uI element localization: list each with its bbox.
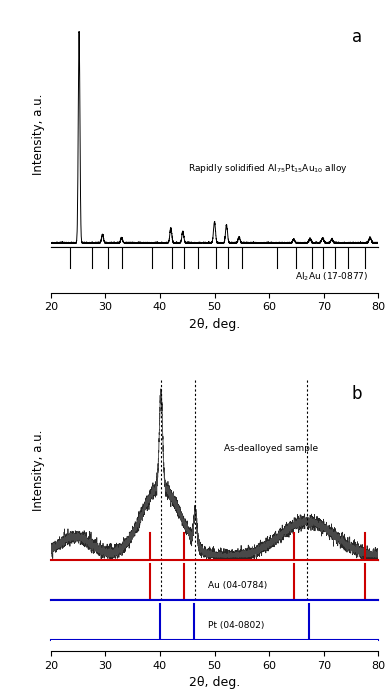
Text: As-dealloyed sample: As-dealloyed sample [224, 444, 319, 453]
Text: a: a [352, 28, 362, 46]
Y-axis label: Intensity, a.u.: Intensity, a.u. [32, 429, 45, 511]
Text: Al$_{2}$Au (17-0877): Al$_{2}$Au (17-0877) [295, 270, 369, 283]
X-axis label: 2θ, deg.: 2θ, deg. [189, 676, 240, 690]
Text: Pt (04-0802): Pt (04-0802) [208, 620, 264, 629]
Y-axis label: Intensity, a.u.: Intensity, a.u. [32, 94, 45, 175]
Text: b: b [351, 385, 362, 403]
Text: Rapidly solidified Al$_{75}$Pt$_{15}$Au$_{10}$ alloy: Rapidly solidified Al$_{75}$Pt$_{15}$Au$… [188, 162, 348, 174]
X-axis label: 2θ, deg.: 2θ, deg. [189, 318, 240, 331]
Text: Au (04-0784): Au (04-0784) [208, 581, 267, 589]
